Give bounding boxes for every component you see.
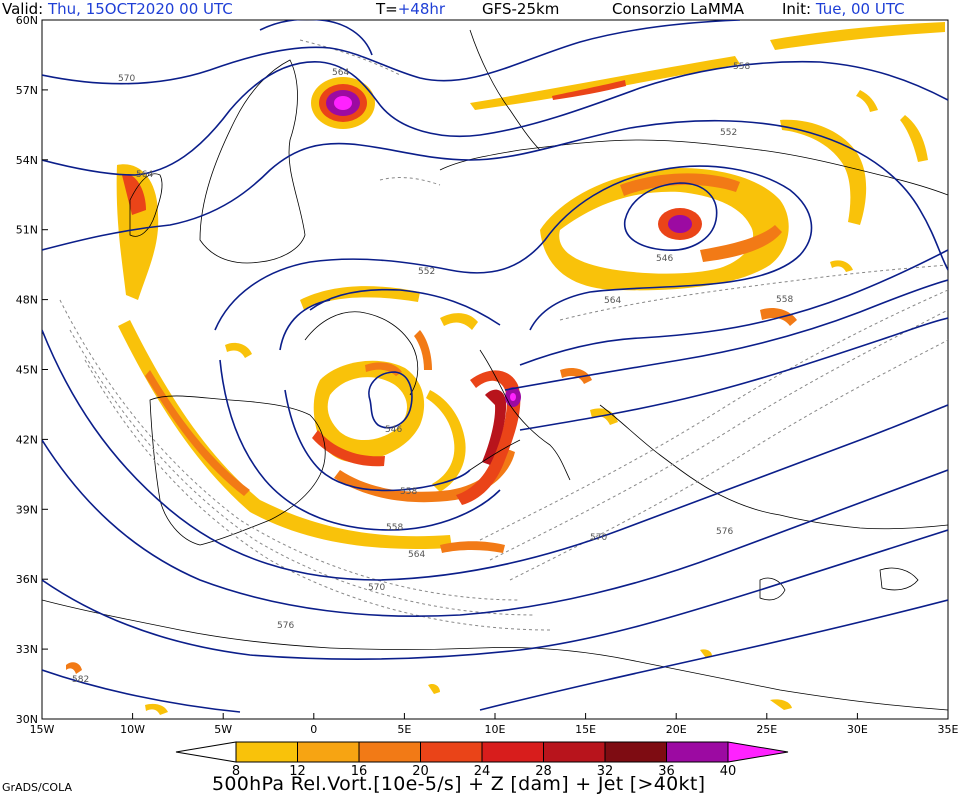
contour-label: 558 <box>733 62 750 72</box>
contour-label: 552 <box>720 128 737 138</box>
lon-tick-label: 35E <box>938 723 959 736</box>
contour-label: 558 <box>400 487 417 497</box>
lat-tick-label: 45N <box>16 364 38 377</box>
contour-label: 576 <box>277 621 294 631</box>
contour-label: 564 <box>604 296 621 306</box>
colorbar-label: 36 <box>658 764 675 779</box>
colorbar-label: 20 <box>412 764 429 779</box>
contour-label: 558 <box>386 523 403 533</box>
colorbar-segment <box>420 741 483 763</box>
lat-tick-label: 36N <box>16 573 38 586</box>
contour-label: 570 <box>368 583 385 593</box>
lon-tick-label: 25E <box>756 723 777 736</box>
latitude-axis: 60N 57N 54N 51N 48N 45N 42N 39N 36N 33N 30N <box>16 14 48 726</box>
init-time: Init: Tue, 00 UTC <box>782 0 905 18</box>
lon-tick-label: 5E <box>397 723 411 736</box>
contour-label: 546 <box>385 425 402 435</box>
lon-tick-label: 15E <box>575 723 596 736</box>
valid-label: Valid: <box>2 0 44 18</box>
lat-tick-label: 48N <box>16 294 38 307</box>
colorbar-segment <box>543 741 606 763</box>
credit-label: GrADS/COLA <box>2 781 72 794</box>
lon-tick-label: 10E <box>485 723 506 736</box>
lat-tick-label: 33N <box>16 643 38 656</box>
step-label: T= <box>376 0 398 18</box>
colorbar-segment <box>358 741 421 763</box>
vorticity-shading <box>66 22 945 715</box>
contour-label: 570 <box>590 533 607 543</box>
colorbar-segment <box>297 741 360 763</box>
coastlines <box>42 29 948 711</box>
colorbar-label: 32 <box>597 764 614 779</box>
height-contours <box>42 20 948 713</box>
lat-tick-label: 51N <box>16 224 38 237</box>
lat-tick-label: 42N <box>16 433 38 446</box>
colorbar-label: 12 <box>289 764 306 779</box>
valid-time: Valid: Thu, 15OCT2020 00 UTC <box>2 0 233 18</box>
colorbar-label: 40 <box>720 764 737 779</box>
valid-value: Thu, 15OCT2020 00 UTC <box>47 0 233 18</box>
colorbar-low-end <box>175 741 237 763</box>
colorbar-segment <box>481 741 544 763</box>
contour-label: 564 <box>136 170 153 180</box>
lat-tick-label: 39N <box>16 503 38 516</box>
contour-label: 558 <box>776 295 793 305</box>
init-label: Init: <box>782 0 812 18</box>
step-value: +48hr <box>397 0 446 18</box>
colorbar-label: 24 <box>474 764 491 779</box>
contour-label: 564 <box>332 68 349 78</box>
colorbar: 8 12 16 20 24 28 32 36 40 <box>175 741 789 779</box>
lon-tick-label: 15W <box>30 723 55 736</box>
chart-title: 500hPa Rel.Vort.[10e-5/s] + Z [dam] + Je… <box>212 773 706 795</box>
contour-label: 582 <box>72 675 89 685</box>
colorbar-segment <box>604 741 667 763</box>
contour-label: 570 <box>118 74 135 84</box>
map-frame <box>41 19 949 720</box>
colorbar-segment <box>666 741 729 763</box>
lon-tick-label: 0 <box>310 723 317 736</box>
contour-label: 576 <box>716 527 733 537</box>
lon-tick-label: 20E <box>666 723 687 736</box>
lat-tick-label: 57N <box>16 84 38 97</box>
contour-label: 546 <box>656 254 673 264</box>
jet-barbs <box>59 39 948 631</box>
longitude-axis: 15W 10W 5W 0 5E 10E 15E 20E 25E 30E 35E <box>30 713 959 736</box>
colorbar-high-end <box>727 741 789 763</box>
lon-tick-label: 5W <box>214 723 232 736</box>
init-value: Tue, 00 UTC <box>815 0 905 18</box>
org-name: Consorzio LaMMA <box>612 0 744 18</box>
colorbar-label: 8 <box>232 764 240 779</box>
forecast-step: T=+48hr <box>376 0 445 18</box>
colorbar-label: 16 <box>351 764 368 779</box>
contour-label: 564 <box>408 550 425 560</box>
lon-tick-label: 30E <box>847 723 868 736</box>
contour-label: 552 <box>418 267 435 277</box>
contour-labels: 570 564 558 552 546 546 552 558 564 570 … <box>72 62 793 685</box>
model-name: GFS-25km <box>482 0 560 18</box>
lat-tick-label: 30N <box>16 713 38 726</box>
lat-tick-label: 54N <box>16 154 38 167</box>
lat-tick-label: 60N <box>16 14 38 27</box>
colorbar-segment <box>235 741 298 763</box>
colorbar-label: 28 <box>535 764 552 779</box>
lon-tick-label: 10W <box>120 723 145 736</box>
